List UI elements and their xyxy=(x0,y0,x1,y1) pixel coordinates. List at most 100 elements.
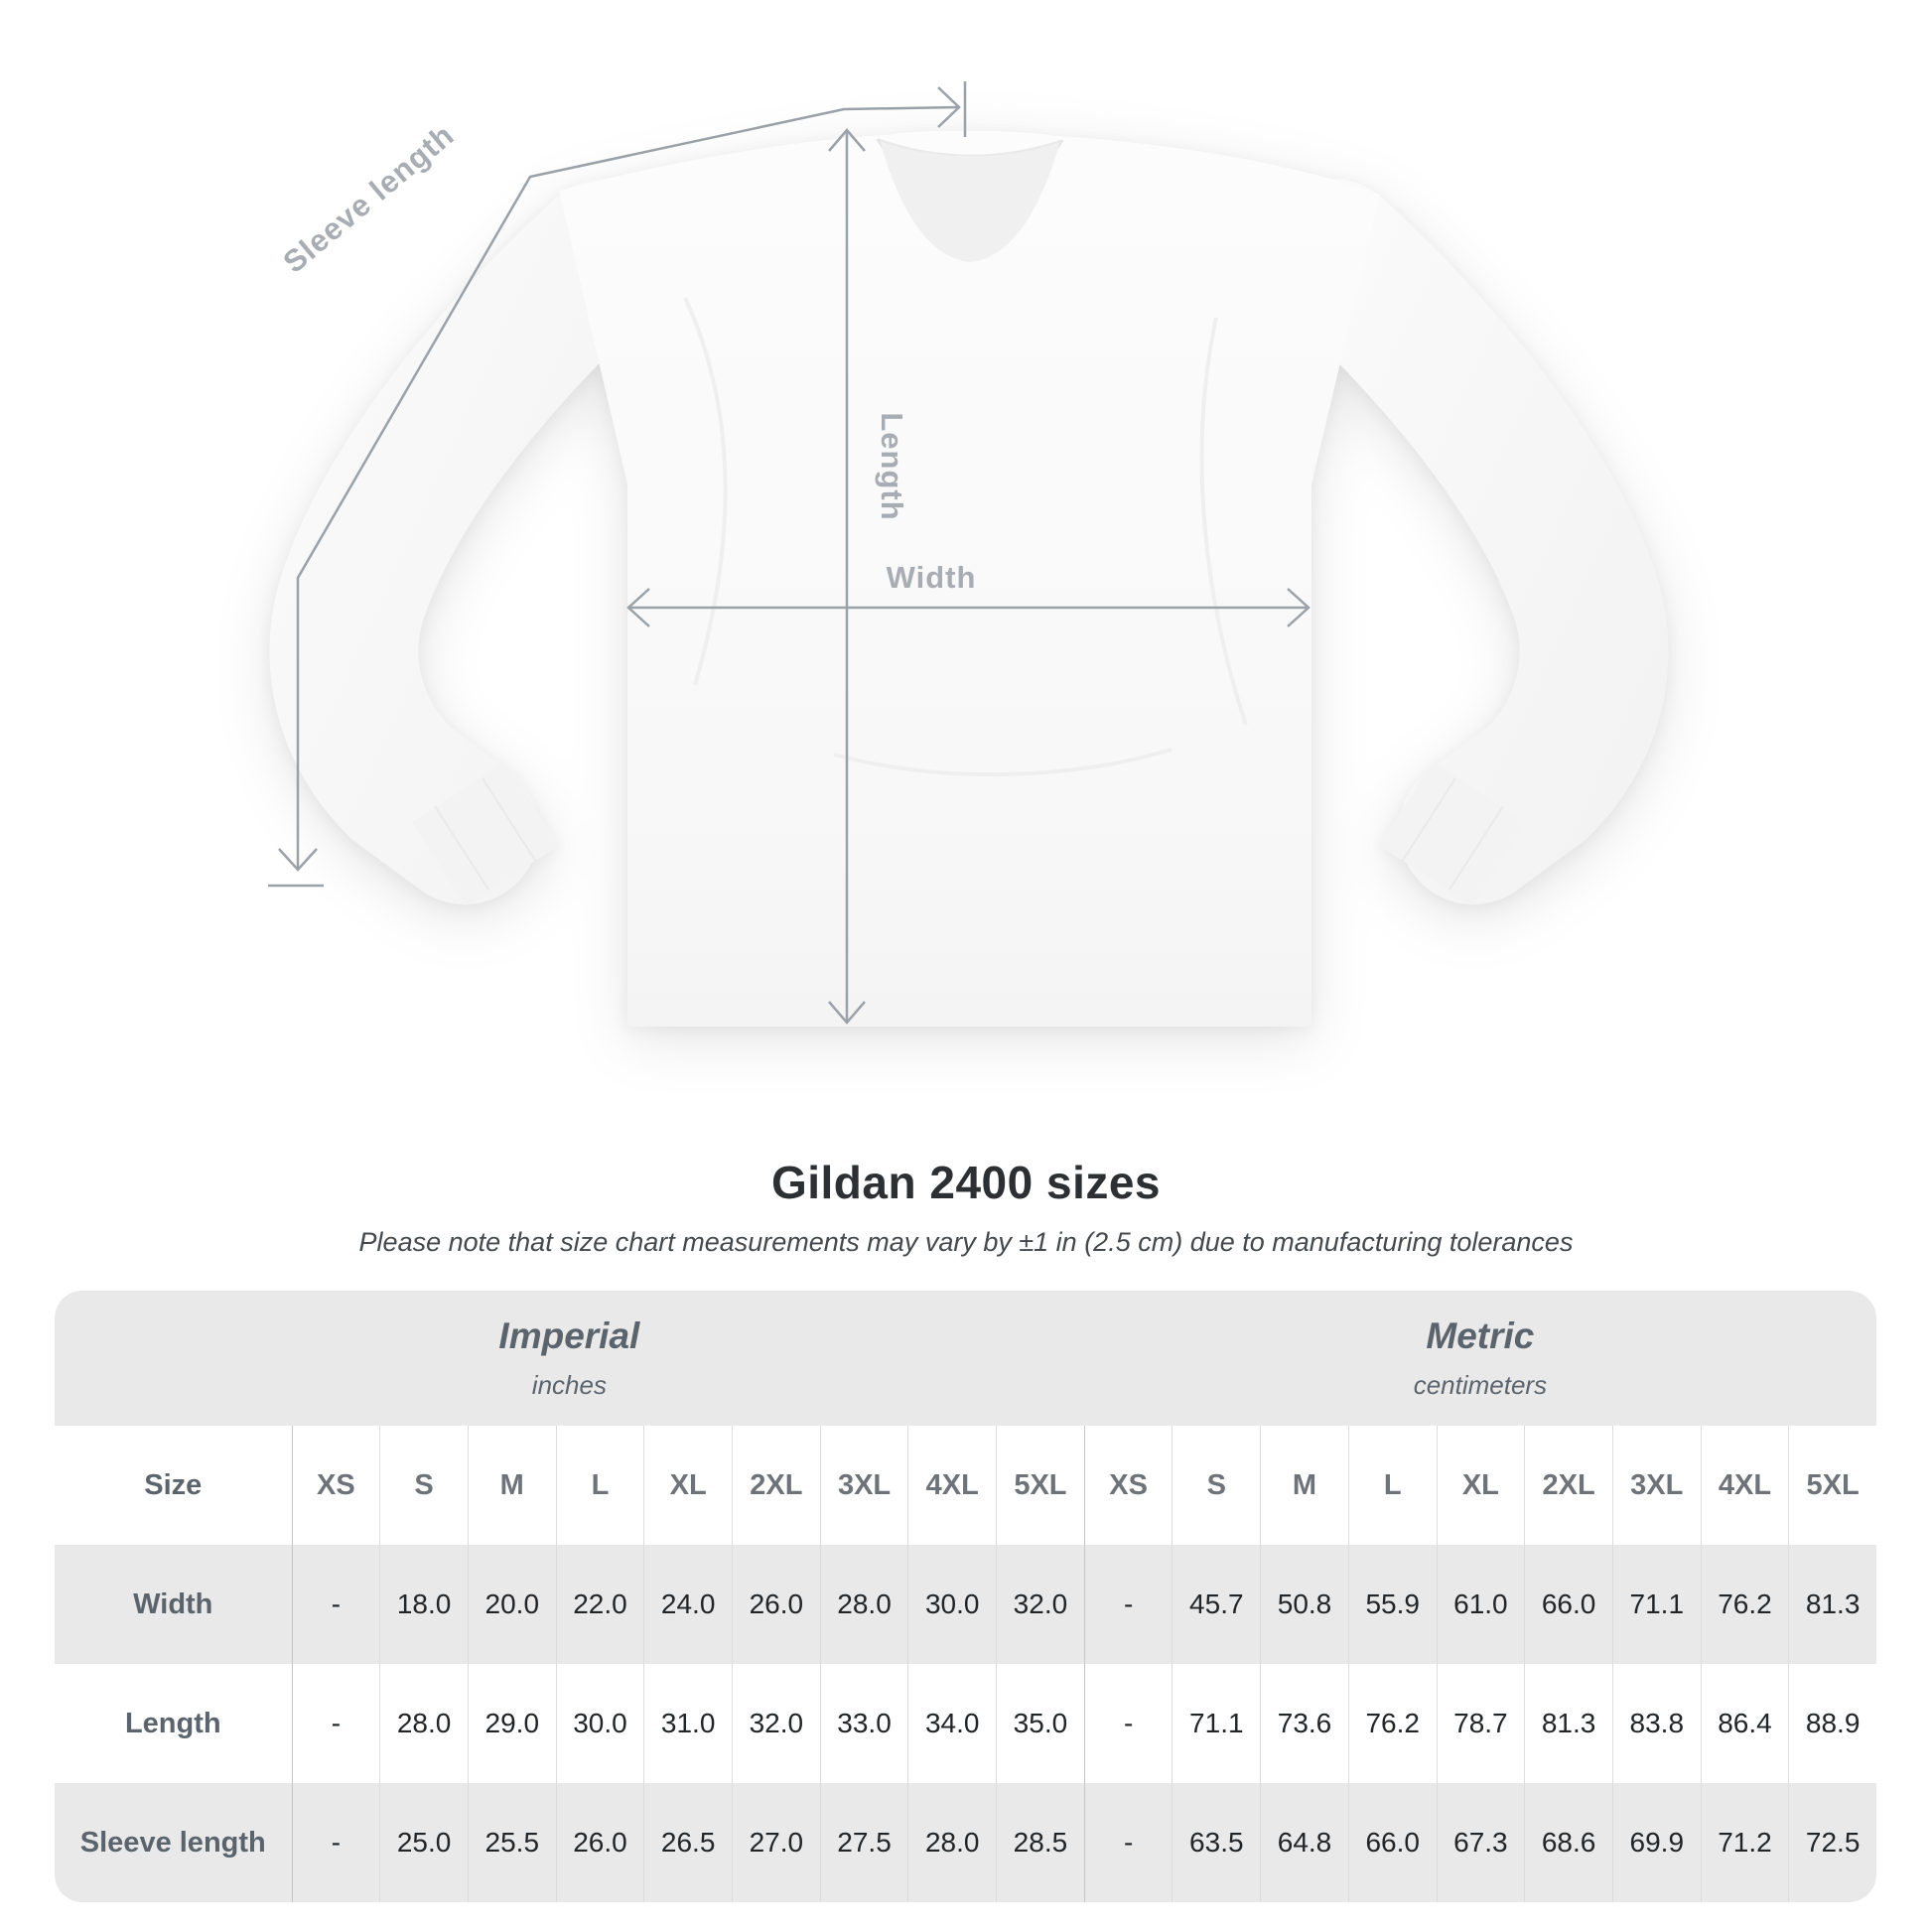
size-header-imperial-4xl: 4XL xyxy=(907,1426,997,1545)
sleeve-length-arrowhead-top xyxy=(937,86,961,128)
value-imperial-sleeve-length-s: 25.0 xyxy=(379,1783,468,1902)
group-subtitle-imperial: inches xyxy=(531,1370,607,1400)
size-header-metric-l: L xyxy=(1347,1426,1437,1545)
value-imperial-sleeve-length-xs: - xyxy=(291,1783,380,1902)
size-header-metric-xs: XS xyxy=(1083,1426,1173,1545)
row-label-sleeve-length: Sleeve length xyxy=(55,1783,292,1902)
page-title: Gildan 2400 sizes xyxy=(770,1157,1162,1208)
value-imperial-width-2xl: 26.0 xyxy=(732,1545,820,1664)
value-metric-width-s: 45.7 xyxy=(1172,1545,1261,1664)
size-header-imperial-l: L xyxy=(555,1426,644,1545)
size-header-imperial-xs: XS xyxy=(291,1426,380,1545)
value-metric-width-m: 50.8 xyxy=(1260,1545,1348,1664)
size-header-metric-4xl: 4XL xyxy=(1700,1426,1789,1545)
size-header-metric-2xl: 2XL xyxy=(1524,1426,1612,1545)
value-metric-sleeve-length-s: 63.5 xyxy=(1172,1783,1261,1902)
length-arrowhead-bottom xyxy=(828,1001,866,1025)
group-title-metric: Metric xyxy=(1426,1315,1535,1356)
value-imperial-length-xs: - xyxy=(291,1664,380,1783)
sleeve-length-measure-line xyxy=(296,105,960,870)
left-cuff xyxy=(411,761,560,906)
value-imperial-width-xl: 24.0 xyxy=(643,1545,732,1664)
value-imperial-sleeve-length-m: 25.5 xyxy=(467,1783,556,1902)
page-subtitle: Please note that size chart measurements… xyxy=(358,1227,1574,1257)
size-table: Imperial inches Metric centimeters Size X… xyxy=(55,1291,1876,1902)
value-metric-width-3xl: 71.1 xyxy=(1611,1545,1701,1664)
size-header-imperial-xl: XL xyxy=(643,1426,732,1545)
value-metric-sleeve-length-m: 64.8 xyxy=(1260,1783,1348,1902)
size-header-imperial-m: M xyxy=(467,1426,556,1545)
size-header-metric-5xl: 5XL xyxy=(1788,1426,1876,1545)
value-metric-length-xs: - xyxy=(1083,1664,1173,1783)
value-metric-width-2xl: 66.0 xyxy=(1524,1545,1612,1664)
size-header-imperial-5xl: 5XL xyxy=(996,1426,1084,1545)
value-metric-width-5xl: 81.3 xyxy=(1788,1545,1876,1664)
value-metric-sleeve-length-4xl: 71.2 xyxy=(1700,1783,1789,1902)
value-imperial-sleeve-length-4xl: 28.0 xyxy=(907,1783,997,1902)
row-label-length: Length xyxy=(55,1664,292,1783)
value-imperial-length-xl: 31.0 xyxy=(643,1664,732,1783)
value-metric-sleeve-length-l: 66.0 xyxy=(1347,1783,1437,1902)
length-arrowhead-top xyxy=(828,128,866,152)
value-imperial-sleeve-length-2xl: 27.0 xyxy=(732,1783,820,1902)
group-title-imperial: Imperial xyxy=(498,1315,640,1356)
value-metric-length-xl: 78.7 xyxy=(1436,1664,1525,1783)
right-sleeve xyxy=(1258,179,1669,904)
value-imperial-sleeve-length-l: 26.0 xyxy=(555,1783,644,1902)
value-imperial-width-5xl: 32.0 xyxy=(996,1545,1084,1664)
value-imperial-length-5xl: 35.0 xyxy=(996,1664,1084,1783)
value-imperial-length-4xl: 34.0 xyxy=(907,1664,997,1783)
long-sleeve-shirt-illustration xyxy=(269,130,1669,1027)
value-metric-length-2xl: 81.3 xyxy=(1524,1664,1612,1783)
width-arrowhead-left xyxy=(626,588,650,627)
value-imperial-length-l: 30.0 xyxy=(555,1664,644,1783)
value-metric-width-xl: 61.0 xyxy=(1436,1545,1525,1664)
right-cuff xyxy=(1378,761,1527,906)
value-imperial-sleeve-length-3xl: 27.5 xyxy=(819,1783,908,1902)
row-label-width: Width xyxy=(55,1545,292,1664)
value-metric-length-l: 76.2 xyxy=(1347,1664,1437,1783)
group-header-imperial: Imperial inches xyxy=(55,1291,1084,1426)
size-header-metric-3xl: 3XL xyxy=(1611,1426,1701,1545)
group-subtitle-metric: centimeters xyxy=(1413,1370,1548,1400)
value-metric-width-4xl: 76.2 xyxy=(1700,1545,1789,1664)
value-metric-length-s: 71.1 xyxy=(1172,1664,1261,1783)
value-metric-width-l: 55.9 xyxy=(1347,1545,1437,1664)
value-imperial-length-m: 29.0 xyxy=(467,1664,556,1783)
group-header-metric: Metric centimeters xyxy=(1083,1291,1876,1426)
value-metric-length-4xl: 86.4 xyxy=(1700,1664,1789,1783)
value-metric-sleeve-length-3xl: 69.9 xyxy=(1611,1783,1701,1902)
shirt-body xyxy=(559,130,1380,1027)
collar-neck-opening xyxy=(880,140,1060,262)
value-imperial-width-3xl: 28.0 xyxy=(819,1545,908,1664)
sleeve-length-arrowhead-bottom xyxy=(278,848,318,872)
value-metric-width-xs: - xyxy=(1083,1545,1173,1664)
wrinkle-lines xyxy=(683,297,1248,777)
size-header-metric-m: M xyxy=(1260,1426,1348,1545)
right-cuff-rib-lines xyxy=(1401,777,1504,891)
value-imperial-width-s: 18.0 xyxy=(379,1545,468,1664)
collar-top-seam xyxy=(879,139,1061,157)
value-metric-length-5xl: 88.9 xyxy=(1788,1664,1876,1783)
value-metric-sleeve-length-xs: - xyxy=(1083,1783,1173,1902)
size-header-imperial-2xl: 2XL xyxy=(732,1426,820,1545)
value-metric-length-3xl: 83.8 xyxy=(1611,1664,1701,1783)
size-header-metric-s: S xyxy=(1172,1426,1261,1545)
shirt-diagram-svg: Sleeve length Length Width xyxy=(268,81,1669,1027)
size-header-imperial-s: S xyxy=(379,1426,468,1545)
length-label: Length xyxy=(875,412,909,520)
size-header-metric-xl: XL xyxy=(1436,1426,1525,1545)
value-imperial-width-4xl: 30.0 xyxy=(907,1545,997,1664)
value-imperial-length-3xl: 33.0 xyxy=(819,1664,908,1783)
value-imperial-width-l: 22.0 xyxy=(555,1545,644,1664)
value-metric-length-m: 73.6 xyxy=(1260,1664,1348,1783)
value-metric-sleeve-length-2xl: 68.6 xyxy=(1524,1783,1612,1902)
left-sleeve xyxy=(269,179,680,904)
value-imperial-width-m: 20.0 xyxy=(467,1545,556,1664)
value-imperial-length-2xl: 32.0 xyxy=(732,1664,820,1783)
measurement-lines xyxy=(268,81,1311,1025)
value-imperial-width-xs: - xyxy=(291,1545,380,1664)
value-metric-sleeve-length-xl: 67.3 xyxy=(1436,1783,1525,1902)
left-cuff-rib-lines xyxy=(434,777,537,891)
